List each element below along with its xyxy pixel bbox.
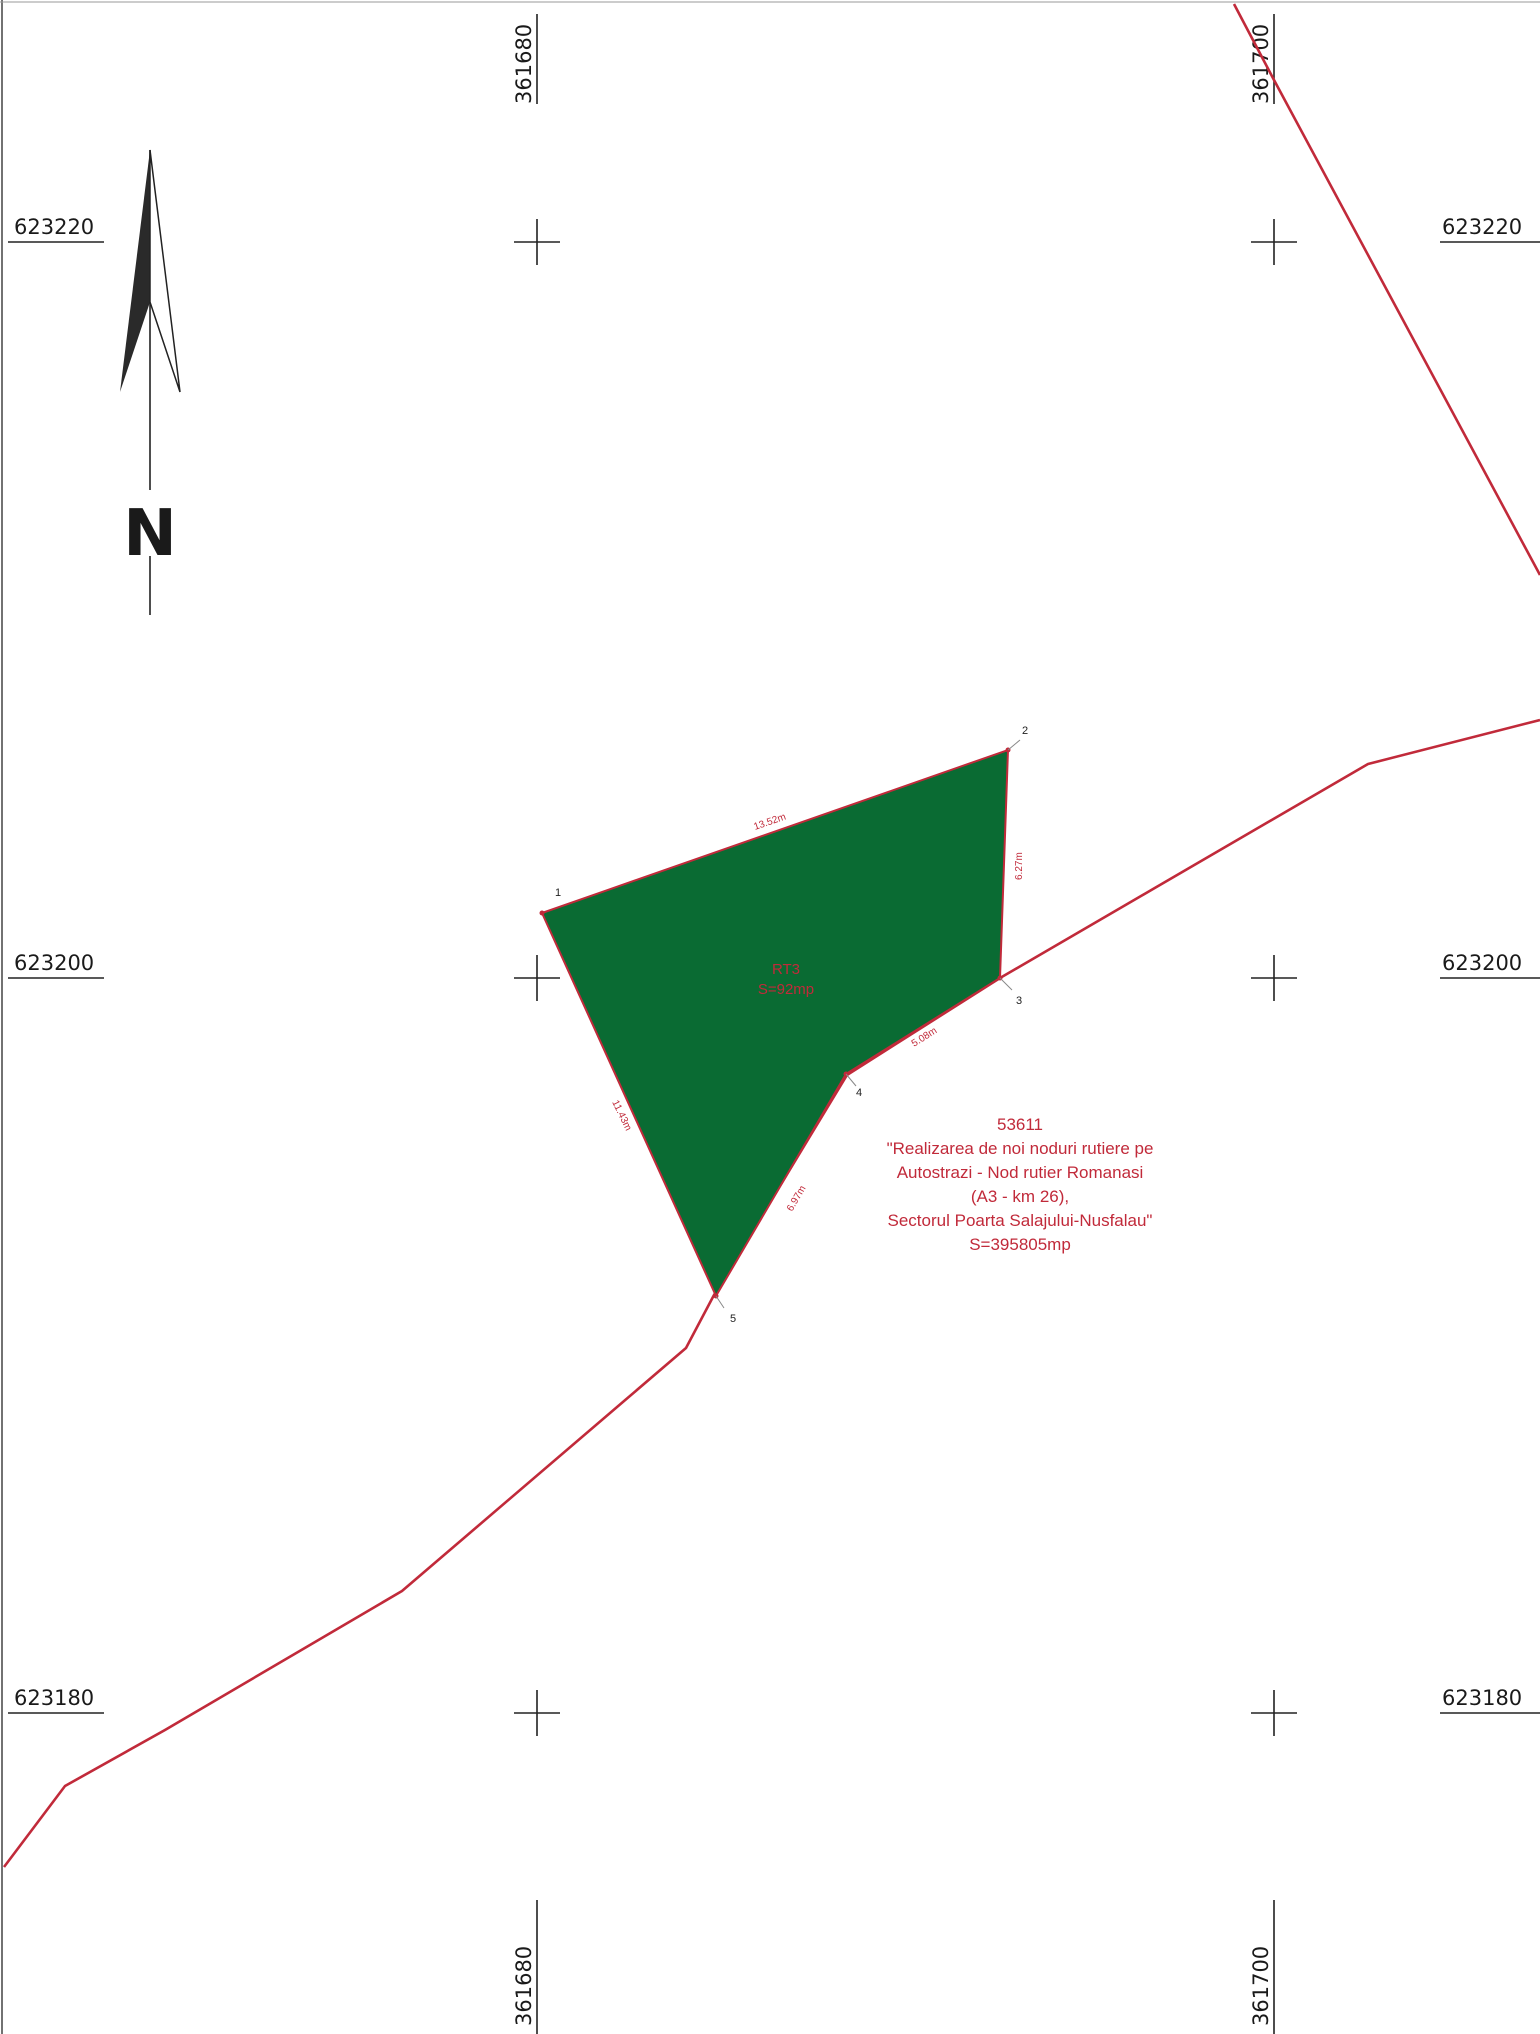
vertex-label-4: 4: [856, 1087, 862, 1099]
lot-description-line-4: Sectorul Poarta Salajului-Nusfalau": [888, 1211, 1153, 1230]
parcel-rt3: [540, 748, 1010, 1299]
lot-description-line-1: "Realizarea de noi noduri rutiere pe: [887, 1139, 1154, 1158]
vertex-label-3: 3: [1016, 995, 1022, 1007]
parcel-area: S=92mp: [758, 981, 814, 998]
vertex-label-2: 2: [1022, 725, 1028, 737]
easting-label-bottom-2: 361700: [1249, 1946, 1273, 2026]
north-label: N: [123, 497, 177, 571]
vertex-label-1: 1: [555, 887, 561, 899]
northing-label-left-2: 623200: [14, 951, 94, 975]
lot-number: 53611: [997, 1115, 1043, 1134]
lot-label: 53611 "Realizarea de noi noduri rutiere …: [887, 1115, 1154, 1254]
northing-label-right-2: 623200: [1442, 951, 1522, 975]
lot-boundary-north: [1232, 3, 1540, 576]
side-label-2-3: 6.27m: [1014, 852, 1025, 880]
side-label-4-5: 6.97m: [785, 1184, 808, 1214]
lot-description-line-2: Autostrazi - Nod rutier Romanasi: [897, 1163, 1144, 1182]
lot-boundary-south: [2, 718, 1540, 1868]
northing-label-left-3: 623180: [14, 1686, 94, 1710]
easting-label-top-1: 361680: [512, 24, 536, 104]
northing-label-right-3: 623180: [1442, 1686, 1522, 1710]
easting-label-bottom-1: 361680: [512, 1946, 536, 2026]
easting-label-top-2: 361700: [1249, 24, 1273, 104]
north-arrow-icon: N: [120, 149, 181, 615]
northing-label-right-1: 623220: [1442, 215, 1522, 239]
grid-marks: [8, 14, 1540, 2034]
lot-description-line-3: (A3 - km 26),: [971, 1187, 1069, 1206]
parcel-name: RT3: [772, 961, 800, 978]
lot-area: S=395805mp: [969, 1235, 1071, 1254]
northing-label-left-1: 623220: [14, 215, 94, 239]
parcel-vertices: [539, 739, 1021, 1309]
vertex-label-5: 5: [730, 1313, 736, 1325]
